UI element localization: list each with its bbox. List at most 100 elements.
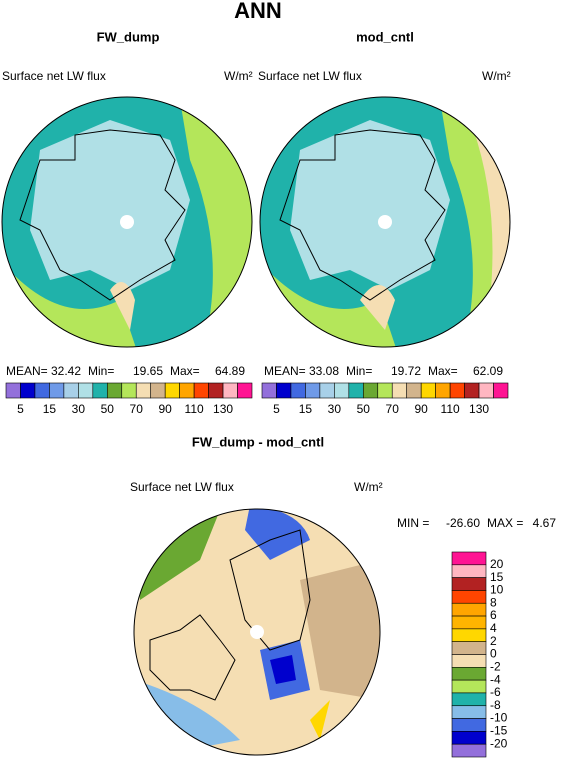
colorbar-label: 70 <box>130 402 144 416</box>
colorbar-box <box>451 743 487 758</box>
colorbar-box <box>164 382 180 399</box>
colorbar-box <box>451 564 487 578</box>
variable-label: Surface net LW flux <box>258 69 362 83</box>
stat-value: 32.42 <box>51 364 81 378</box>
stat-label: Max= <box>428 364 458 378</box>
pole <box>120 215 134 229</box>
colorbar-box <box>106 382 123 399</box>
stat-value: 19.65 <box>133 364 163 378</box>
colorbar-label: 5 <box>273 402 280 416</box>
colorbar-box <box>290 382 306 399</box>
stat-label: Min= <box>88 364 114 378</box>
colorbar-box <box>451 628 487 642</box>
colorbar-box <box>237 382 253 399</box>
colorbar-box <box>451 602 487 617</box>
colorbar-box <box>451 641 487 655</box>
colorbar-box <box>276 382 292 399</box>
stat-value: -26.60 <box>446 516 480 530</box>
colorbar-label: -2 <box>490 659 501 673</box>
colorbar-box <box>49 382 65 399</box>
pole <box>250 625 264 639</box>
colorbar-label: 20 <box>490 557 504 571</box>
colorbar-box <box>464 382 480 399</box>
panel-title: FW_dump <box>97 29 160 44</box>
colorbar-label: 15 <box>43 402 57 416</box>
colorbar-label: 0 <box>490 647 497 661</box>
colorbar-box <box>451 667 487 681</box>
colorbar-label: 2 <box>490 634 497 648</box>
colorbar-box <box>20 382 36 399</box>
colorbar-box <box>451 679 487 694</box>
colorbar-box <box>451 615 487 630</box>
colorbar-box <box>348 382 364 399</box>
colorbar-box <box>420 382 436 399</box>
colorbar-label: 30 <box>72 402 86 416</box>
colorbar-label: 130 <box>469 402 489 416</box>
colorbar-box <box>78 382 94 399</box>
colorbar-label: 30 <box>328 402 342 416</box>
colorbar-box <box>34 382 50 399</box>
colorbar-box <box>208 382 224 399</box>
colorbar-box <box>391 382 408 399</box>
colorbar-box <box>451 692 487 707</box>
colorbar-label: 50 <box>357 402 371 416</box>
colorbar-box <box>305 382 321 399</box>
colorbar-box <box>493 382 509 399</box>
colorbar-label: -4 <box>490 672 501 686</box>
stat-value: 64.89 <box>215 364 245 378</box>
stat-label: MEAN= <box>264 364 306 378</box>
panel-title: mod_cntl <box>356 29 414 44</box>
stat-label: Max= <box>170 364 200 378</box>
colorbar-label: 90 <box>158 402 172 416</box>
pole <box>378 215 392 229</box>
map <box>260 97 510 347</box>
colorbar-box <box>451 705 487 719</box>
map-border <box>1 96 253 348</box>
colorbar-box <box>478 382 494 399</box>
colorbar-box <box>406 382 422 399</box>
colorbar-box <box>193 382 209 399</box>
colorbar-label: 110 <box>185 402 204 416</box>
colorbar-label: 15 <box>299 402 313 416</box>
colorbar-label: 90 <box>414 402 428 416</box>
colorbar-box <box>362 382 379 399</box>
variable-label: Surface net LW flux <box>130 480 234 494</box>
colorbar-label: 5 <box>17 402 24 416</box>
colorbar-label: -10 <box>490 711 508 725</box>
colorbar-label: 8 <box>490 595 497 609</box>
colorbar-label: 10 <box>490 583 504 597</box>
colorbar-label: -15 <box>490 724 508 738</box>
colorbar-box <box>92 382 108 399</box>
colorbar-box <box>451 731 487 745</box>
colorbar-label: 15 <box>490 570 504 584</box>
colorbar-box <box>261 382 277 399</box>
colorbar-label: 110 <box>441 402 460 416</box>
variable-label: Surface net LW flux <box>2 69 106 83</box>
map <box>2 97 252 347</box>
colorbar-label: -8 <box>490 698 501 712</box>
colorbar-label: 6 <box>490 608 497 622</box>
colorbar-label: 70 <box>386 402 400 416</box>
colorbar-box <box>451 590 487 604</box>
colorbar-box <box>222 382 238 399</box>
stat-label: Min= <box>346 364 372 378</box>
colorbar-box <box>451 577 487 591</box>
stat-label: MEAN= <box>6 364 48 378</box>
colorbar-box <box>150 382 166 399</box>
colorbar-box <box>179 382 195 399</box>
stat-label: MIN = <box>397 516 429 530</box>
stat-value: 19.72 <box>391 364 421 378</box>
figure-title: ANN <box>234 0 282 23</box>
colorbar-label: 4 <box>490 621 497 635</box>
colorbar-box <box>451 718 487 732</box>
colorbar-box <box>449 382 465 399</box>
map-border <box>259 96 511 348</box>
colorbar-box <box>319 382 335 399</box>
units-label: W/m² <box>482 69 511 83</box>
colorbar-box <box>451 654 487 668</box>
colorbar-label: 130 <box>213 402 233 416</box>
panel-title: FW_dump - mod_cntl <box>192 434 324 449</box>
stat-label: MAX = <box>487 516 523 530</box>
